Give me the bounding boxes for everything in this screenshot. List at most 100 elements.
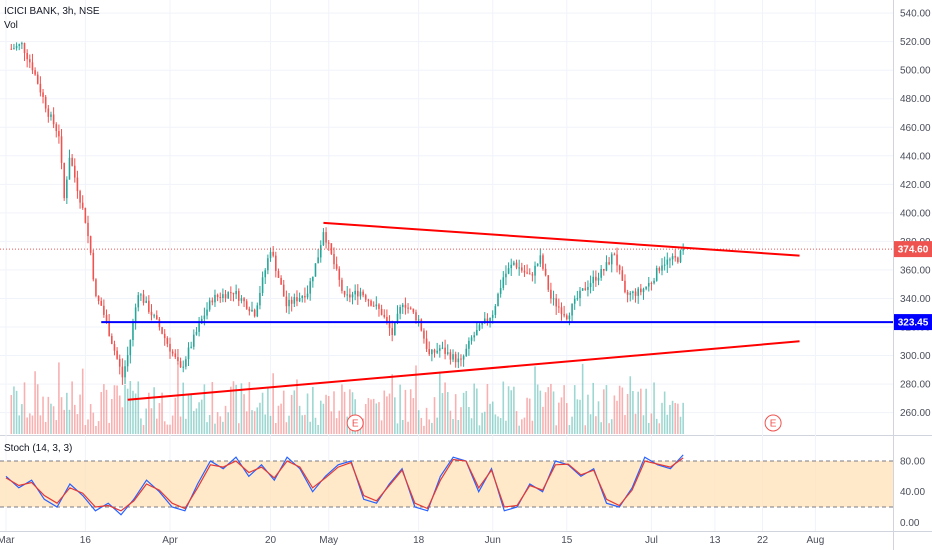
candle-body xyxy=(478,324,481,330)
volume-bar xyxy=(441,393,444,434)
candle-body xyxy=(322,232,325,246)
volume-bar xyxy=(380,420,383,434)
volume-bar xyxy=(446,392,449,434)
volume-bar xyxy=(584,425,587,434)
candle-body xyxy=(372,305,375,307)
volume-bar xyxy=(655,418,658,434)
volume-bar xyxy=(293,390,296,434)
candle-body xyxy=(616,254,618,266)
candle-body xyxy=(129,339,132,356)
candle-body xyxy=(235,291,237,295)
candle-body xyxy=(285,296,288,307)
candle-body xyxy=(571,303,573,316)
volume-bar xyxy=(335,418,338,434)
volume-bar xyxy=(227,412,229,434)
volume-bar xyxy=(671,400,674,434)
volume-bar xyxy=(132,390,134,434)
candle-body xyxy=(565,315,568,320)
candle-body xyxy=(282,284,285,297)
volume-bar xyxy=(407,421,409,434)
volume-bar xyxy=(322,403,325,434)
symbol-legend[interactable]: ICICI BANK, 3h, NSE xyxy=(4,6,100,17)
candle-body xyxy=(634,291,637,296)
volume-bar xyxy=(460,407,462,434)
candle-body xyxy=(330,243,333,254)
volume-bar xyxy=(277,405,280,434)
candle-body xyxy=(44,96,47,109)
candle-body xyxy=(589,283,592,288)
volume-bar xyxy=(190,394,192,434)
stoch-legend[interactable]: Stoch (14, 3, 3) xyxy=(4,443,73,454)
trendline[interactable] xyxy=(323,221,800,257)
volume-bar xyxy=(462,392,465,434)
volume-bar xyxy=(81,368,84,434)
volume-bar xyxy=(126,388,129,434)
volume-bar xyxy=(36,384,39,434)
price-tick-label: 540.00 xyxy=(900,9,931,20)
volume-bar xyxy=(457,419,460,434)
volume-bar xyxy=(507,386,510,434)
candle-body xyxy=(306,293,309,298)
candle-body xyxy=(621,270,624,281)
candle-body xyxy=(491,314,494,318)
candle-body xyxy=(536,263,539,266)
volume-bar xyxy=(481,412,483,434)
candle-body xyxy=(624,280,626,293)
volume-bar xyxy=(351,392,354,434)
volume-bar xyxy=(169,424,171,434)
candle-body xyxy=(34,70,36,75)
candle-body xyxy=(105,314,108,322)
earnings-marker[interactable] xyxy=(346,414,364,432)
candle-body xyxy=(230,292,232,294)
candle-body xyxy=(118,358,121,367)
volume-bar xyxy=(550,383,552,434)
volume-bar xyxy=(10,395,13,434)
candle-body xyxy=(333,253,335,265)
volume-bar xyxy=(547,387,550,434)
candle-body xyxy=(595,276,597,281)
trendline[interactable] xyxy=(127,340,800,401)
candle-body xyxy=(103,305,105,315)
candle-body xyxy=(108,321,110,336)
candle-body xyxy=(243,298,245,302)
volume-bar xyxy=(526,397,528,434)
candle-body xyxy=(462,356,465,360)
volume-bar xyxy=(259,402,261,434)
volume-bar xyxy=(486,384,489,434)
volume-bar xyxy=(650,413,653,434)
volume-bar xyxy=(558,402,560,434)
candle-body xyxy=(655,268,658,281)
volume-bar xyxy=(23,382,26,434)
candle-body xyxy=(163,333,166,339)
volume-bar xyxy=(581,363,584,434)
time-tick-label: May xyxy=(319,535,338,546)
candle-body xyxy=(312,276,314,282)
volume-legend[interactable]: Vol xyxy=(4,20,18,31)
volume-bar xyxy=(677,403,679,434)
candle-body xyxy=(489,317,491,321)
candle-body xyxy=(629,293,632,295)
candle-body xyxy=(71,157,73,166)
volume-bar xyxy=(470,418,473,434)
earnings-marker[interactable] xyxy=(764,414,782,432)
candlesticks xyxy=(10,41,684,385)
volume-bar xyxy=(60,397,63,434)
volume-bar xyxy=(298,405,301,434)
volume-bar xyxy=(171,415,174,434)
candle-body xyxy=(682,249,684,251)
volume-bar xyxy=(208,415,211,434)
candle-body xyxy=(499,287,502,294)
volume-bar xyxy=(153,387,155,434)
candle-body xyxy=(121,366,124,378)
candle-body xyxy=(677,257,679,263)
volume-bar xyxy=(256,407,259,434)
volume-bar xyxy=(187,394,190,434)
volume-bar xyxy=(415,365,417,434)
candle-body xyxy=(327,242,330,244)
volume-bar xyxy=(163,421,166,434)
volume-bar xyxy=(148,392,150,434)
volume-bar xyxy=(285,422,288,434)
volume-bar xyxy=(513,386,515,434)
